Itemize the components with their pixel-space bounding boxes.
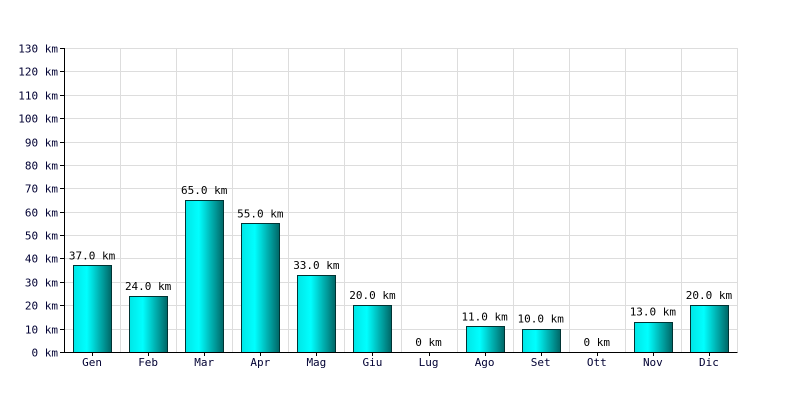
bar-nov bbox=[634, 322, 673, 353]
x-tick-label: Mar bbox=[194, 356, 214, 369]
bar-apr bbox=[241, 223, 280, 353]
data-label: 55.0 km bbox=[237, 207, 284, 220]
y-tick-label: 80 km bbox=[25, 160, 58, 173]
y-tick-label: 0 km bbox=[32, 347, 59, 360]
x-tick-label: Lug bbox=[419, 356, 439, 369]
bar-set bbox=[522, 329, 561, 353]
bar-giu bbox=[353, 305, 392, 353]
x-tick-label: Set bbox=[531, 356, 551, 369]
y-tick-label: 30 km bbox=[25, 277, 58, 290]
x-tick-label: Ago bbox=[475, 356, 495, 369]
y-tick-label: 70 km bbox=[25, 183, 58, 196]
x-tick-label: Ott bbox=[587, 356, 607, 369]
y-tick-label: 10 km bbox=[25, 324, 58, 337]
y-tick-label: 40 km bbox=[25, 253, 58, 266]
bar-gen bbox=[73, 265, 112, 353]
bar-ago bbox=[466, 326, 505, 353]
data-label: 24.0 km bbox=[125, 280, 172, 293]
x-tick-label: Feb bbox=[138, 356, 158, 369]
data-label: 65.0 km bbox=[181, 184, 228, 197]
bar-dic bbox=[690, 305, 729, 353]
x-tick-label: Nov bbox=[643, 356, 663, 369]
data-label: 0 km bbox=[584, 336, 611, 349]
data-label: 20.0 km bbox=[349, 289, 396, 302]
axes bbox=[60, 48, 738, 356]
bar-mar bbox=[185, 200, 224, 353]
y-tick-label: 20 km bbox=[25, 300, 58, 313]
x-tick-label: Mag bbox=[306, 356, 326, 369]
data-label: 10.0 km bbox=[518, 313, 565, 326]
x-tick-label: Giu bbox=[363, 356, 383, 369]
x-tick-label: Dic bbox=[699, 356, 719, 369]
y-tick-label: 130 km bbox=[18, 43, 58, 56]
y-tick-label: 60 km bbox=[25, 207, 58, 220]
y-axis-tick-labels: 0 km 10 km 20 km 30 km 40 km 50 km 60 km 70 km 8… bbox=[18, 43, 58, 360]
y-tick-label: 50 km bbox=[25, 230, 58, 243]
y-tick-label: 110 km bbox=[18, 90, 58, 103]
x-axis-tick-labels: Gen Feb Mar Apr Mag Giu Lug Ago Set Ott Nov Dic bbox=[82, 356, 719, 369]
data-label: 13.0 km bbox=[630, 306, 677, 319]
data-label: 20.0 km bbox=[686, 289, 733, 302]
data-label: 37.0 km bbox=[69, 249, 116, 262]
grid-lines bbox=[64, 48, 738, 352]
data-label: 11.0 km bbox=[461, 310, 508, 323]
bar-mag bbox=[297, 275, 336, 353]
data-labels: 37.0 km 24.0 km 65.0 km 55.0 km 33.0 km 20.0 … bbox=[69, 184, 733, 349]
data-label: 33.0 km bbox=[293, 259, 340, 272]
x-tick-label: Apr bbox=[250, 356, 270, 369]
data-label: 0 km bbox=[415, 336, 442, 349]
x-tick-label: Gen bbox=[82, 356, 102, 369]
bar-feb bbox=[129, 296, 168, 353]
y-tick-label: 90 km bbox=[25, 137, 58, 150]
y-tick-label: 100 km bbox=[18, 113, 58, 126]
y-tick-label: 120 km bbox=[18, 66, 58, 79]
